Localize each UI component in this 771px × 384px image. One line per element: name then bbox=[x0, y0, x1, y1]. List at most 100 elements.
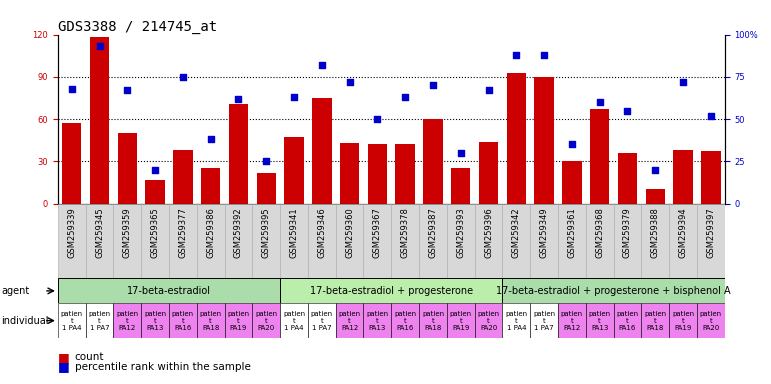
Bar bbox=[697, 303, 725, 338]
Point bbox=[677, 79, 689, 85]
Text: GSM259361: GSM259361 bbox=[567, 207, 577, 258]
Point bbox=[93, 43, 106, 50]
Bar bbox=[141, 204, 169, 278]
Bar bbox=[614, 303, 641, 338]
Bar bbox=[229, 104, 248, 204]
Text: GSM259388: GSM259388 bbox=[651, 207, 660, 258]
Text: patien
t
PA19: patien t PA19 bbox=[672, 311, 694, 331]
Text: patien
t
PA16: patien t PA16 bbox=[617, 311, 638, 331]
Point bbox=[260, 158, 272, 164]
Bar bbox=[58, 303, 86, 338]
Text: patien
t
PA13: patien t PA13 bbox=[366, 311, 389, 331]
Point bbox=[621, 108, 634, 114]
Bar bbox=[340, 143, 359, 204]
Bar bbox=[146, 180, 165, 204]
Bar bbox=[673, 150, 693, 204]
Bar bbox=[335, 303, 363, 338]
Bar bbox=[113, 204, 141, 278]
Text: GSM259367: GSM259367 bbox=[373, 207, 382, 258]
Point bbox=[288, 94, 300, 100]
Text: patien
t
PA19: patien t PA19 bbox=[449, 311, 472, 331]
Bar bbox=[197, 303, 224, 338]
Text: patien
t
1 PA7: patien t 1 PA7 bbox=[311, 311, 333, 331]
Text: GSM259339: GSM259339 bbox=[67, 207, 76, 258]
Text: patien
t
PA13: patien t PA13 bbox=[144, 311, 166, 331]
Bar bbox=[475, 204, 503, 278]
Text: GSM259342: GSM259342 bbox=[512, 207, 521, 258]
Bar bbox=[257, 172, 276, 204]
Point bbox=[121, 87, 133, 93]
Text: GSM259349: GSM259349 bbox=[540, 207, 549, 258]
Text: patien
t
1 PA7: patien t 1 PA7 bbox=[533, 311, 555, 331]
Bar bbox=[419, 303, 447, 338]
Text: GSM259395: GSM259395 bbox=[261, 207, 271, 258]
Bar bbox=[201, 168, 221, 204]
Text: GSM259393: GSM259393 bbox=[456, 207, 465, 258]
Bar bbox=[562, 161, 581, 204]
Text: patien
t
PA16: patien t PA16 bbox=[394, 311, 416, 331]
Text: count: count bbox=[75, 352, 104, 362]
Bar bbox=[447, 204, 475, 278]
Point bbox=[427, 82, 439, 88]
Bar bbox=[558, 204, 586, 278]
Point bbox=[177, 74, 189, 80]
Bar bbox=[641, 204, 669, 278]
Bar bbox=[503, 278, 725, 303]
Text: GSM259387: GSM259387 bbox=[429, 207, 437, 258]
Bar bbox=[252, 204, 280, 278]
Point bbox=[232, 96, 244, 102]
Bar bbox=[503, 303, 530, 338]
Bar bbox=[169, 303, 197, 338]
Text: GSM259396: GSM259396 bbox=[484, 207, 493, 258]
Text: ■: ■ bbox=[58, 351, 69, 364]
Bar bbox=[280, 204, 308, 278]
Text: GSM259345: GSM259345 bbox=[95, 207, 104, 258]
Bar bbox=[113, 303, 141, 338]
Text: 17-beta-estradiol: 17-beta-estradiol bbox=[127, 286, 211, 296]
Bar bbox=[614, 204, 641, 278]
Point bbox=[343, 79, 355, 85]
Bar bbox=[618, 153, 637, 204]
Point bbox=[66, 86, 78, 92]
Bar bbox=[224, 204, 252, 278]
Text: patien
t
PA18: patien t PA18 bbox=[200, 311, 222, 331]
Text: GSM259346: GSM259346 bbox=[318, 207, 326, 258]
Point bbox=[455, 150, 467, 156]
Bar bbox=[503, 204, 530, 278]
Text: GSM259386: GSM259386 bbox=[206, 207, 215, 258]
Bar bbox=[507, 73, 526, 204]
Bar bbox=[447, 303, 475, 338]
Text: GSM259378: GSM259378 bbox=[401, 207, 409, 258]
Text: patien
t
PA18: patien t PA18 bbox=[422, 311, 444, 331]
Point bbox=[649, 167, 662, 173]
Bar bbox=[669, 204, 697, 278]
Text: ■: ■ bbox=[58, 360, 69, 373]
Bar bbox=[423, 119, 443, 204]
Bar bbox=[284, 137, 304, 204]
Point bbox=[594, 99, 606, 105]
Text: individual: individual bbox=[2, 316, 49, 326]
Bar bbox=[173, 150, 193, 204]
Bar bbox=[475, 303, 503, 338]
Text: GSM259394: GSM259394 bbox=[678, 207, 688, 258]
Bar bbox=[280, 278, 503, 303]
Text: GSM259392: GSM259392 bbox=[234, 207, 243, 258]
Text: GSM259365: GSM259365 bbox=[150, 207, 160, 258]
Text: patien
t
1 PA4: patien t 1 PA4 bbox=[283, 311, 305, 331]
Bar bbox=[645, 189, 665, 204]
Text: GSM259379: GSM259379 bbox=[623, 207, 632, 258]
Bar bbox=[335, 204, 363, 278]
Bar bbox=[590, 109, 609, 204]
Text: GSM259397: GSM259397 bbox=[706, 207, 715, 258]
Bar bbox=[530, 303, 558, 338]
Text: percentile rank within the sample: percentile rank within the sample bbox=[75, 362, 251, 372]
Bar bbox=[58, 204, 86, 278]
Bar bbox=[86, 204, 113, 278]
Point bbox=[399, 94, 412, 100]
Bar bbox=[701, 151, 721, 204]
Bar bbox=[308, 204, 335, 278]
Point bbox=[538, 52, 550, 58]
Bar bbox=[419, 204, 447, 278]
Bar bbox=[451, 168, 470, 204]
Text: patien
t
PA13: patien t PA13 bbox=[588, 311, 611, 331]
